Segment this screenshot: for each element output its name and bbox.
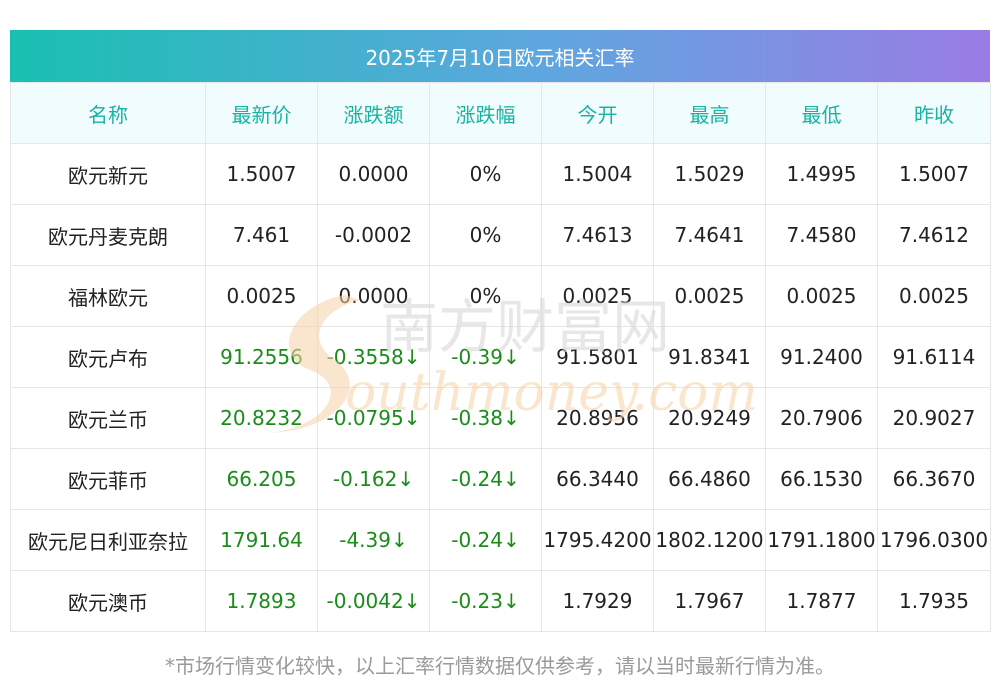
cell-high: 91.8341 [653, 326, 766, 388]
table-row: 欧元新元 1.5007 0.0000 0% 1.5004 1.5029 1.4995 1.50… [10, 143, 991, 205]
cell-low: 0.0025 [765, 265, 878, 327]
cell-change-pct: 0% [429, 265, 542, 327]
table-row: 欧元澳币 1.7893 -0.0042↓ -0.23↓ 1.7929 1.7967 1.78… [10, 570, 991, 632]
cell-latest: 20.8232 [205, 387, 318, 449]
cell-change: -0.0002 [317, 204, 430, 266]
cell-name: 欧元卢布 [10, 326, 206, 388]
cell-open: 66.3440 [541, 448, 654, 510]
cell-open: 0.0025 [541, 265, 654, 327]
table-row: 欧元菲币 66.205 -0.162↓ -0.24↓ 66.3440 66.4860 66.… [10, 448, 991, 510]
header-name: 名称 [10, 82, 206, 144]
cell-change: 0.0000 [317, 265, 430, 327]
header-prev-close: 昨收 [877, 82, 991, 144]
cell-high: 1.5029 [653, 143, 766, 205]
cell-open: 7.4613 [541, 204, 654, 266]
cell-name: 欧元丹麦克朗 [10, 204, 206, 266]
cell-change: -0.162↓ [317, 448, 430, 510]
table-row: 欧元尼日利亚奈拉 1791.64 -4.39↓ -0.24↓ 1795.4200 1802… [10, 509, 991, 571]
cell-low: 1791.1800 [765, 509, 878, 571]
rates-table: 名称 最新价 涨跌额 涨跌幅 今开 最高 最低 昨收 欧元新元 1.5007 0.0… [10, 82, 991, 632]
cell-change: -4.39↓ [317, 509, 430, 571]
cell-prev-close: 1.5007 [877, 143, 991, 205]
cell-latest: 1.5007 [205, 143, 318, 205]
header-row: 名称 最新价 涨跌额 涨跌幅 今开 最高 最低 昨收 [10, 82, 991, 144]
cell-high: 0.0025 [653, 265, 766, 327]
cell-high: 66.4860 [653, 448, 766, 510]
cell-low: 1.7877 [765, 570, 878, 632]
header-open: 今开 [541, 82, 654, 144]
cell-prev-close: 66.3670 [877, 448, 991, 510]
cell-open: 91.5801 [541, 326, 654, 388]
cell-open: 20.8956 [541, 387, 654, 449]
cell-prev-close: 20.9027 [877, 387, 991, 449]
cell-open: 1.7929 [541, 570, 654, 632]
cell-latest: 66.205 [205, 448, 318, 510]
table-row: 福林欧元 0.0025 0.0000 0% 0.0025 0.0025 0.0025 0.00… [10, 265, 991, 327]
cell-low: 66.1530 [765, 448, 878, 510]
cell-low: 91.2400 [765, 326, 878, 388]
cell-prev-close: 1796.0300 [877, 509, 991, 571]
cell-prev-close: 1.7935 [877, 570, 991, 632]
cell-change-pct: 0% [429, 204, 542, 266]
header-low: 最低 [765, 82, 878, 144]
cell-change: 0.0000 [317, 143, 430, 205]
table-row: 欧元丹麦克朗 7.461 -0.0002 0% 7.4613 7.4641 7.4580 7.… [10, 204, 991, 266]
cell-high: 1802.1200 [653, 509, 766, 571]
cell-change-pct: -0.39↓ [429, 326, 542, 388]
cell-prev-close: 7.4612 [877, 204, 991, 266]
cell-name: 欧元菲币 [10, 448, 206, 510]
cell-high: 7.4641 [653, 204, 766, 266]
cell-latest: 7.461 [205, 204, 318, 266]
header-high: 最高 [653, 82, 766, 144]
cell-low: 1.4995 [765, 143, 878, 205]
cell-name: 福林欧元 [10, 265, 206, 327]
cell-latest: 1.7893 [205, 570, 318, 632]
cell-change-pct: -0.24↓ [429, 509, 542, 571]
cell-prev-close: 0.0025 [877, 265, 991, 327]
header-change: 涨跌额 [317, 82, 430, 144]
cell-name: 欧元兰币 [10, 387, 206, 449]
table-row: 欧元卢布 91.2556 -0.3558↓ -0.39↓ 91.5801 91.8341 9… [10, 326, 991, 388]
cell-latest: 91.2556 [205, 326, 318, 388]
header-change-pct: 涨跌幅 [429, 82, 542, 144]
cell-latest: 0.0025 [205, 265, 318, 327]
cell-name: 欧元尼日利亚奈拉 [10, 509, 206, 571]
table-row: 欧元兰币 20.8232 -0.0795↓ -0.38↓ 20.8956 20.9249 2… [10, 387, 991, 449]
cell-name: 欧元澳币 [10, 570, 206, 632]
cell-open: 1.5004 [541, 143, 654, 205]
cell-latest: 1791.64 [205, 509, 318, 571]
header-latest: 最新价 [205, 82, 318, 144]
cell-low: 7.4580 [765, 204, 878, 266]
table-title: 2025年7月10日欧元相关汇率 [10, 30, 990, 82]
cell-change: -0.0795↓ [317, 387, 430, 449]
cell-change: -0.3558↓ [317, 326, 430, 388]
cell-change-pct: -0.23↓ [429, 570, 542, 632]
cell-open: 1795.4200 [541, 509, 654, 571]
cell-high: 1.7967 [653, 570, 766, 632]
cell-change: -0.0042↓ [317, 570, 430, 632]
cell-name: 欧元新元 [10, 143, 206, 205]
cell-change-pct: 0% [429, 143, 542, 205]
cell-change-pct: -0.38↓ [429, 387, 542, 449]
cell-prev-close: 91.6114 [877, 326, 991, 388]
cell-high: 20.9249 [653, 387, 766, 449]
cell-low: 20.7906 [765, 387, 878, 449]
disclaimer-note: *市场行情变化较快，以上汇率行情数据仅供参考，请以当时最新行情为准。 [165, 654, 835, 678]
cell-change-pct: -0.24↓ [429, 448, 542, 510]
